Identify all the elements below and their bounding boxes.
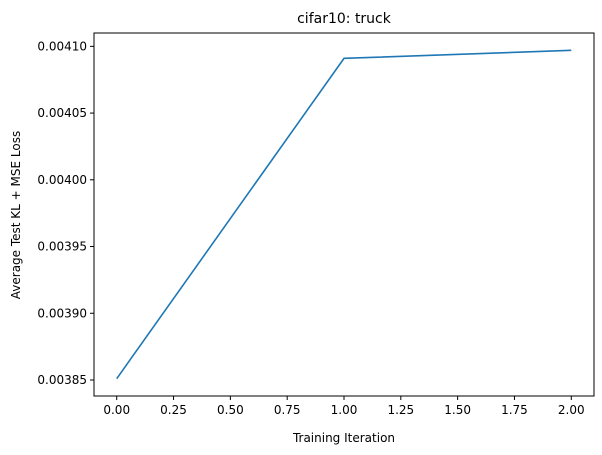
y-axis-ticks: 0.00385 0.00390 0.00395 0.00400 0.00405 0.004… [37,39,94,387]
x-tick-label: 1.75 [501,403,528,417]
x-tick-label: 1.50 [444,403,471,417]
x-tick-label: 1.00 [331,403,358,417]
y-tick-label: 0.00385 [37,373,87,387]
y-tick-label: 0.00410 [37,39,87,53]
x-axis-label: Training Iteration [292,431,395,445]
x-tick-label: 0.25 [160,403,187,417]
x-axis-ticks: 0.00 0.25 0.50 0.75 1.00 1.25 1.50 1.75 2.00 [103,396,585,417]
y-axis-label: Average Test KL + MSE Loss [9,131,23,299]
x-tick-label: 2.00 [558,403,585,417]
y-tick-label: 0.00390 [37,306,87,320]
y-tick-label: 0.00400 [37,173,87,187]
y-tick-label: 0.00395 [37,240,87,254]
x-tick-label: 0.00 [103,403,130,417]
y-tick-label: 0.00405 [37,106,87,120]
series-line [116,49,572,380]
x-tick-label: 0.75 [274,403,301,417]
plot-area [116,49,572,380]
chart-title: cifar10: truck [297,11,392,27]
x-tick-label: 0.50 [217,403,244,417]
x-tick-label: 1.25 [387,403,414,417]
axes-frame [93,32,595,397]
